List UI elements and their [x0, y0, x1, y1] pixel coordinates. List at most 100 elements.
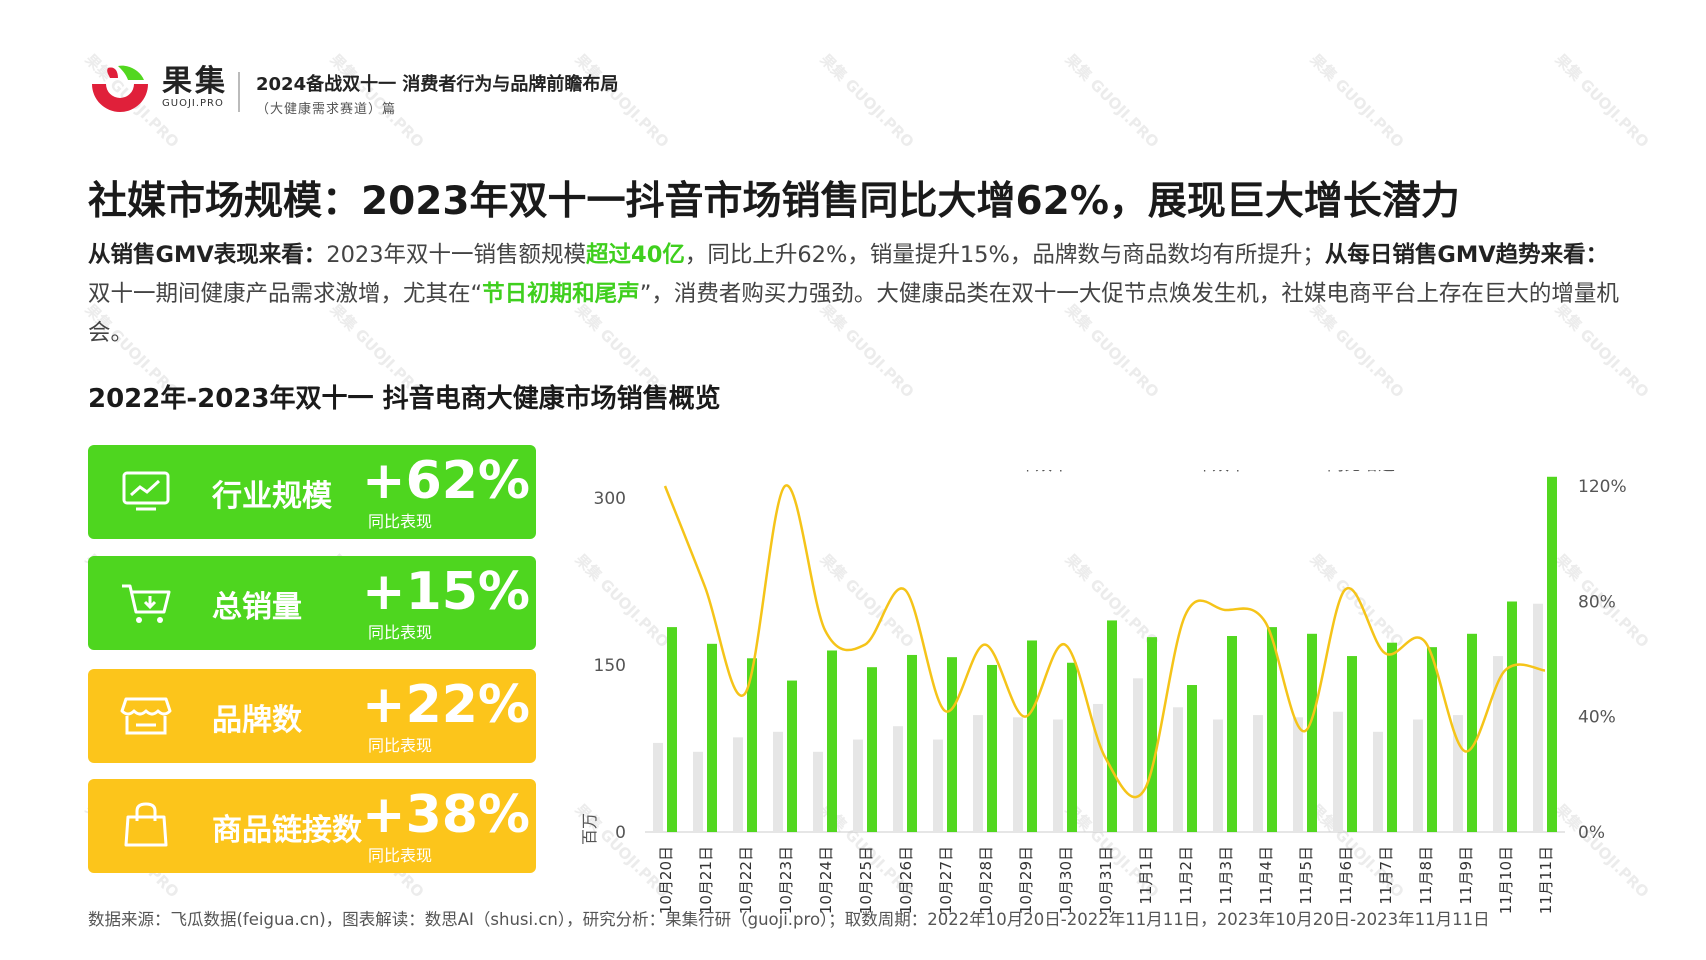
bar-2022 [1413, 719, 1423, 832]
description: 从销售GMV表现来看：2023年双十一销售额规模超过40亿，同比上升62%，销量… [88, 236, 1628, 353]
x-tick-label: 10月20日 [657, 846, 675, 914]
bar-2022 [773, 731, 783, 832]
bar-2022 [1333, 711, 1343, 832]
bar-2023 [1187, 685, 1197, 832]
bar-2023 [987, 664, 997, 832]
monitor-chart-icon [122, 471, 170, 511]
bar-2023 [827, 650, 837, 832]
sales-chart: 百万 0 150 300 0% 40% 80% 120% 10月20日 10月21日 10月22日 1… [580, 470, 1627, 914]
bar-2023 [1227, 636, 1237, 832]
bar-2022 [1533, 603, 1543, 832]
bar-2022 [853, 739, 863, 832]
watermark-text: 果集 GUOJI.PRO [1306, 50, 1408, 152]
x-tick-label: 10月22日 [737, 846, 755, 914]
y2-tick-label: 0% [1578, 823, 1605, 843]
shopping-cart-icon [122, 584, 171, 623]
watermark-text: 果集 GUOJI.PRO [571, 50, 673, 152]
source-footer: 数据来源：飞瓜数据(feigua.cn)，图表解读：数思AI（shusi.cn）… [88, 910, 1490, 929]
page-title: 社媒市场规模：2023年双十一抖音市场销售同比大增62%，展现巨大增长潜力 [88, 179, 1460, 224]
bar-2023 [1347, 656, 1357, 832]
kpi-card-brand-count: 品牌数 +22% 同比表现 [88, 669, 536, 763]
bar-2023 [947, 657, 957, 832]
kpi-caption: 同比表现 [368, 623, 433, 642]
kpi-caption: 同比表现 [368, 736, 433, 755]
x-tick-label: 10月31日 [1097, 846, 1115, 914]
bar-2023 [1147, 637, 1157, 832]
kpi-value: +38% [362, 785, 531, 845]
bar-2022 [1453, 715, 1463, 832]
desc-lead-1: 从销售GMV表现来看： [88, 242, 327, 268]
bar-2023 [1547, 476, 1557, 832]
bar-2023 [1027, 640, 1037, 832]
x-tick-label: 10月21日 [697, 846, 715, 914]
x-tick-label: 10月27日 [937, 846, 955, 914]
header-divider [238, 72, 240, 112]
kpi-value: +62% [362, 451, 531, 511]
kpi-caption: 同比表现 [368, 846, 433, 865]
desc-text-4: ”，消费者购买力强劲。大健康品类在双十一大促节点焕发生机，社媒电商平台上存在巨大… [88, 281, 1619, 346]
bar-2022 [813, 751, 823, 832]
bar-2023 [1107, 620, 1117, 832]
desc-lead-2: 从每日销售GMV趋势来看： [1324, 242, 1609, 268]
bar-2023 [1067, 662, 1077, 832]
x-tick-label: 10月28日 [977, 846, 995, 914]
bar-2022 [973, 715, 983, 832]
bar-2023 [787, 680, 797, 832]
store-icon [120, 697, 172, 735]
x-tick-label: 11月10日 [1497, 846, 1515, 914]
x-tick-label: 11月8日 [1417, 846, 1435, 905]
x-tick-label: 11月2日 [1177, 846, 1195, 905]
bar-2023 [1467, 633, 1477, 832]
x-tick-label: 10月26日 [897, 846, 915, 914]
x-tick-label: 11月11日 [1537, 846, 1555, 914]
bar-2022 [653, 742, 663, 832]
desc-text-1: 2023年双十一销售额规模 [326, 242, 587, 268]
kpi-label: 总销量 [212, 590, 302, 625]
x-tick-label: 11月4日 [1257, 846, 1275, 905]
kpi-value: +15% [362, 562, 531, 622]
kpi-caption: 同比表现 [368, 512, 433, 531]
y-tick-label: 300 [594, 489, 626, 509]
brand-name: 果集 [162, 64, 228, 99]
kpi-label: 行业规模 [212, 479, 332, 514]
bar-2022 [693, 751, 703, 832]
x-tick-label: 10月23日 [777, 846, 795, 914]
x-tick-label: 10月29日 [1017, 846, 1035, 914]
kpi-card-product-links: 商品链接数 +38% 同比表现 [88, 779, 536, 873]
x-tick-label: 11月5日 [1297, 846, 1315, 905]
x-tick-label: 11月1日 [1137, 846, 1155, 905]
y2-tick-label: 80% [1578, 592, 1616, 612]
watermark-text: 果集 GUOJI.PRO [1551, 50, 1653, 152]
x-tick-label: 11月3日 [1217, 846, 1235, 905]
growth-rate-line [663, 484, 1546, 799]
bar-2023 [707, 643, 717, 832]
bar-2023 [1267, 627, 1277, 832]
shopping-bag-icon [124, 802, 168, 847]
section-title: 2022年-2023年双十一 抖音电商大健康市场销售概览 [88, 384, 721, 414]
y-tick-label: 0 [615, 823, 626, 843]
bar-2022 [1013, 717, 1023, 832]
x-tick-label: 10月24日 [817, 846, 835, 914]
kpi-card-industry-scale: 行业规模 +62% 同比表现 [88, 445, 536, 539]
bar-2022 [1173, 707, 1183, 832]
bar-2023 [1507, 601, 1517, 832]
kpi-label: 商品链接数 [212, 813, 362, 848]
watermark-text: 果集 GUOJI.PRO [1061, 50, 1163, 152]
brand-en: GUOJI.PRO [162, 98, 224, 109]
brand: 果集 GUOJI.PRO [162, 64, 228, 110]
desc-highlight-1: 超过40亿 [586, 242, 685, 268]
bar-2023 [1307, 633, 1317, 832]
bar-2022 [1373, 731, 1383, 832]
bar-2022 [933, 739, 943, 832]
kpi-card-total-sales: 总销量 +15% 同比表现 [88, 556, 536, 650]
bar-2023 [1427, 647, 1437, 832]
bar-2023 [907, 654, 917, 832]
bar-2022 [1293, 717, 1303, 832]
kpi-value: +22% [362, 675, 531, 735]
bar-2023 [667, 627, 677, 832]
y2-tick-label: 120% [1578, 477, 1627, 497]
legend-item-2022-label: 2022年双十一 [975, 470, 1086, 475]
desc-text-3: 双十一期间健康产品需求激增，尤其在“ [88, 281, 483, 307]
y2-tick-label: 40% [1578, 708, 1616, 728]
bar-2022 [1093, 703, 1103, 832]
